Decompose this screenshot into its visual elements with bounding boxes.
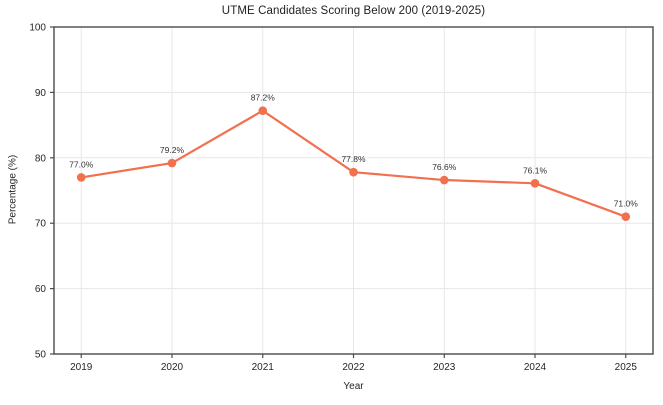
data-point-label: 77.0% (69, 159, 94, 169)
data-point-marker (258, 106, 268, 116)
data-point-marker (439, 175, 449, 185)
data-point-marker (621, 212, 631, 221)
y-tick-label: 90 (35, 88, 47, 99)
x-tick-label: 2023 (433, 362, 456, 373)
data-point-label: 76.6% (432, 162, 457, 172)
data-point-label: 77.8% (341, 154, 366, 164)
y-tick-label: 80 (35, 153, 47, 164)
chart-title: UTME Candidates Scoring Below 200 (2019-… (221, 5, 486, 17)
y-tick-label: 60 (35, 284, 47, 295)
x-tick-label: 2019 (70, 362, 93, 373)
x-tick-label: 2025 (615, 362, 638, 373)
x-tick-label: 2024 (524, 362, 547, 373)
x-tick-label: 2020 (161, 362, 184, 373)
x-axis-label: Year (343, 381, 364, 392)
data-point-label: 87.2% (251, 93, 276, 103)
data-point-label: 71.0% (614, 199, 639, 209)
x-tick-label: 2021 (252, 362, 275, 373)
y-tick-label: 50 (35, 350, 47, 361)
y-tick-label: 70 (35, 219, 47, 230)
data-point-marker (76, 173, 86, 182)
data-point-label: 79.2% (160, 145, 185, 155)
y-tick-label: 100 (29, 23, 46, 34)
data-point-marker (530, 179, 540, 188)
x-tick-label: 2022 (342, 362, 365, 373)
data-point-marker (167, 158, 177, 168)
data-point-label: 76.1% (523, 165, 548, 175)
data-point-marker (349, 167, 358, 177)
